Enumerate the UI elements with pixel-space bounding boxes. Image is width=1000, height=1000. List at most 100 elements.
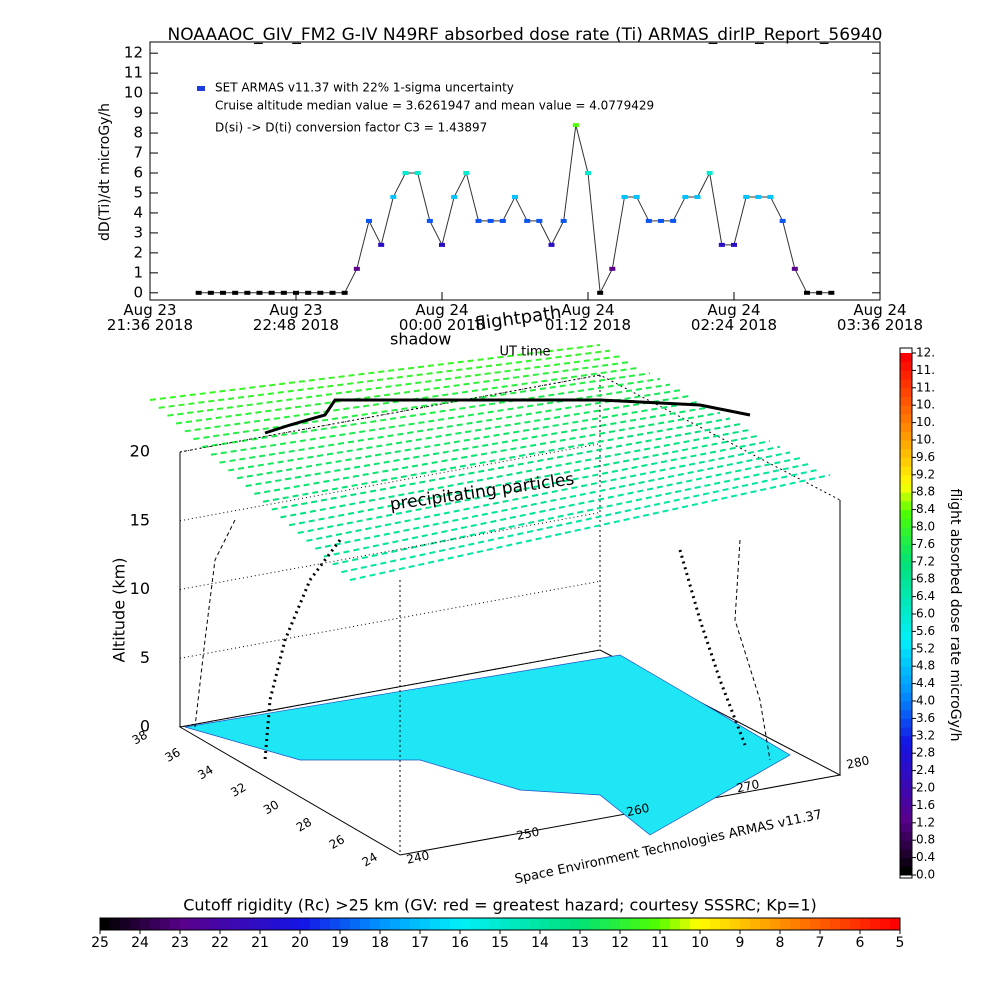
colorbar-cell xyxy=(900,361,912,371)
colorbar-tick-label: 7.2 xyxy=(916,554,935,568)
colorbar-cell xyxy=(900,457,912,467)
particle-row xyxy=(262,417,731,503)
colorbar-tick-label: 0.4 xyxy=(916,850,935,864)
annotation: precipitating particles xyxy=(389,469,576,515)
point xyxy=(560,218,567,223)
x-tick-label: Aug 24 03:36 2018 xyxy=(836,301,924,334)
particle-row xyxy=(149,344,601,401)
y-axis-label: dD(Ti)/dt microGy/h xyxy=(97,103,113,241)
colorbar-tick-label: 5 xyxy=(896,935,905,951)
colorbar-tick-label: 20 xyxy=(291,935,309,951)
annotation: shadow xyxy=(390,330,451,349)
point xyxy=(268,290,275,295)
colorbar-tick-label: 24 xyxy=(131,935,149,951)
colorbar-cell xyxy=(900,727,912,737)
z-tick-label: 5 xyxy=(140,648,150,667)
legend-label: SET ARMAS v11.37 with 22% 1-sigma uncert… xyxy=(215,81,514,95)
flight-track xyxy=(263,539,342,761)
colorbar-tick-label: 4.0 xyxy=(916,694,935,708)
colorbar-cell xyxy=(330,918,341,930)
colorbar-tick-label: 8.0 xyxy=(916,520,935,534)
colorbar-tick-label: 2.0 xyxy=(916,781,935,795)
colorbar-cell xyxy=(660,918,671,930)
x-tick-label: Aug 24 02:24 2018 xyxy=(690,301,778,334)
colorbar-cell xyxy=(240,918,251,930)
point xyxy=(487,218,494,223)
colorbar-cell xyxy=(900,413,912,424)
colorbar-cell xyxy=(680,918,691,930)
colorbar-cell xyxy=(740,918,751,930)
colorbar-tick-label: 6.4 xyxy=(916,589,935,603)
point xyxy=(645,218,652,223)
colorbar-tick-label: 9 xyxy=(736,935,745,951)
colorbar-cell xyxy=(200,918,211,930)
colorbar-cell xyxy=(600,918,611,930)
colorbar-cell xyxy=(900,614,912,624)
point xyxy=(207,290,214,295)
z-axis-label: Altitude (km) xyxy=(110,558,129,663)
colorbar-cell xyxy=(900,553,912,563)
point xyxy=(499,218,506,223)
colorbar-cell xyxy=(210,918,221,930)
colorbar-cell xyxy=(900,387,912,397)
y-tick-label: 1 xyxy=(133,263,143,281)
particle-row xyxy=(245,406,711,488)
colorbar-tick-label: 18 xyxy=(371,935,389,951)
colorbar-cell xyxy=(900,857,912,867)
z-tick-label: 0 xyxy=(140,717,150,736)
colorbar-tick-label: 13 xyxy=(571,935,589,951)
colorbar-cell xyxy=(350,918,361,930)
colorbar-cell xyxy=(900,640,912,650)
point xyxy=(232,290,239,295)
colorbar-cell xyxy=(170,918,181,930)
colorbar-cell xyxy=(900,692,912,702)
x-tick-label: Aug 24 00:00 2018 xyxy=(398,301,486,334)
particle-row xyxy=(315,451,791,550)
point xyxy=(390,194,397,199)
point xyxy=(633,194,640,199)
colorbar-cell xyxy=(900,622,912,632)
colorbar-cell xyxy=(470,918,481,930)
point xyxy=(378,242,385,247)
colorbar-cell xyxy=(540,918,551,930)
colorbar-tick-label: 1.6 xyxy=(916,798,935,812)
flight-track xyxy=(678,549,747,746)
colorbar-cell xyxy=(670,918,681,930)
colorbar-cell xyxy=(120,918,131,930)
colorbar-cell xyxy=(900,770,912,780)
colorbar-cell xyxy=(760,918,771,930)
plot-frame xyxy=(149,41,881,301)
map xyxy=(184,654,791,836)
colorbar-label: flight absorbed dose rate microGy/h xyxy=(947,489,963,742)
colorbar-tick-label: 16 xyxy=(451,935,469,951)
colorbar-cell xyxy=(900,379,912,389)
y-tick-label: 9 xyxy=(133,104,143,122)
colorbar-cell xyxy=(900,509,912,519)
colorbar-cell xyxy=(150,918,161,930)
colorbar-tick-label: 5.6 xyxy=(916,624,935,638)
colorbar-tick-label: 7.6 xyxy=(916,537,935,551)
colorbar-tick-label: 10. xyxy=(916,415,935,429)
point xyxy=(475,218,482,223)
edge xyxy=(179,374,841,501)
colorbar-cell xyxy=(850,918,861,930)
y-tick-label: 12 xyxy=(124,44,143,62)
colorbar-cell xyxy=(900,648,912,658)
colorbar-cell xyxy=(140,918,151,930)
point xyxy=(706,170,713,175)
lat-tick-label: 34 xyxy=(195,763,215,783)
colorbar-cell xyxy=(220,918,231,930)
particle-row xyxy=(158,349,611,409)
colorbar-cell xyxy=(630,918,641,930)
point xyxy=(572,123,579,128)
point xyxy=(524,218,531,223)
point xyxy=(609,266,616,271)
colorbar-tick-label: 10 xyxy=(691,935,709,951)
colorbar-tick-label: 3.6 xyxy=(916,711,935,725)
colorbar-tick-label: 6.0 xyxy=(916,607,935,621)
colorbar-cell xyxy=(900,518,912,528)
point xyxy=(670,218,677,223)
colorbar-cell xyxy=(160,918,171,930)
colorbar-cell xyxy=(340,918,351,930)
point xyxy=(548,242,555,247)
